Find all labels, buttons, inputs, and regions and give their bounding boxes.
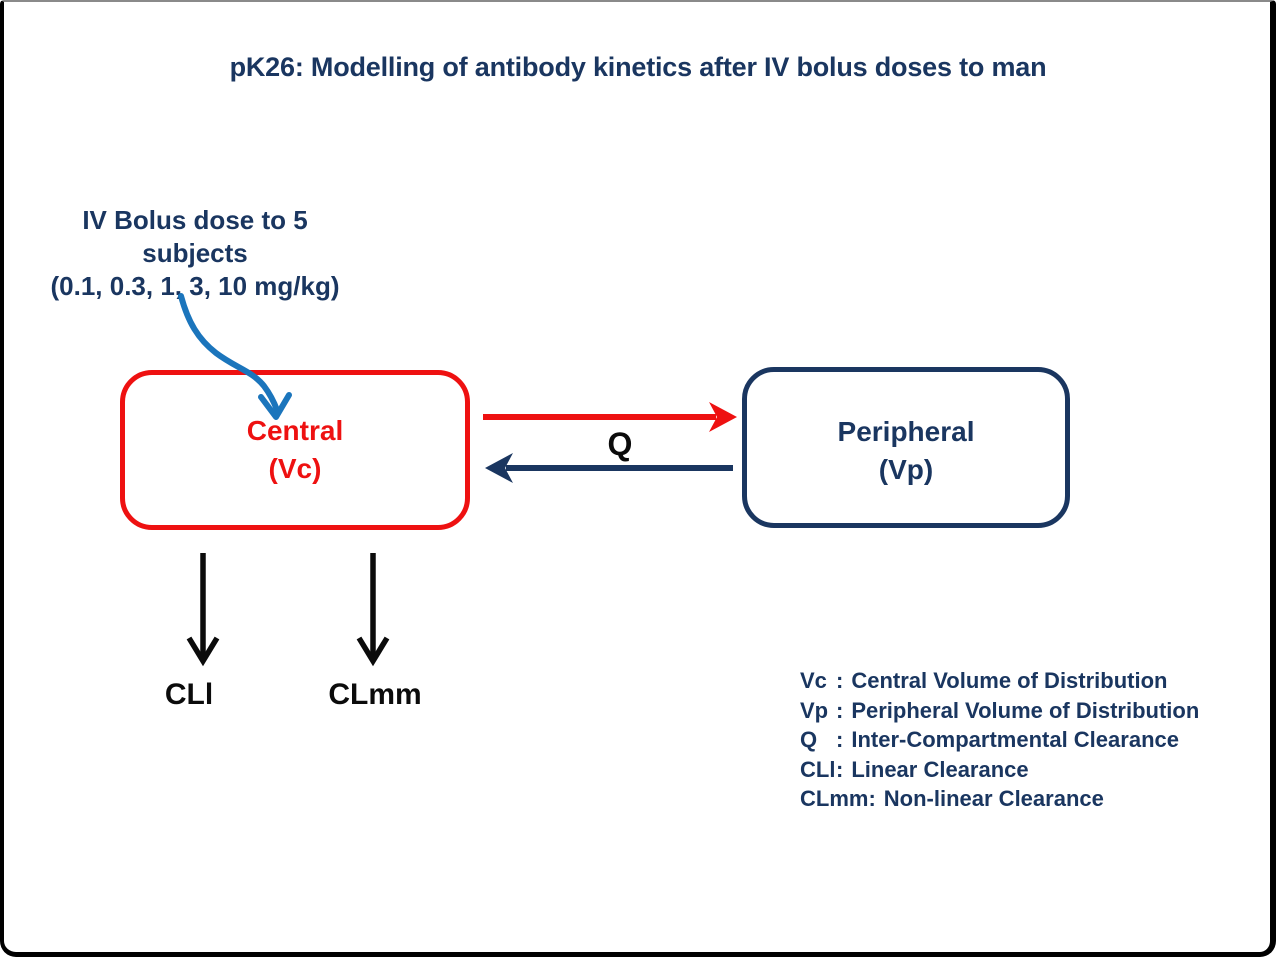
linear-clearance-label: CLl bbox=[164, 678, 214, 711]
legend-separator: : bbox=[836, 668, 844, 693]
legend-separator: : bbox=[836, 756, 844, 782]
arrow-linear-clearance bbox=[186, 553, 220, 667]
iv-bolus-line1: IV Bolus dose to 5 subjects bbox=[82, 205, 308, 268]
legend: Vc: Central Volume of Distribution Vp: Per… bbox=[800, 666, 1199, 814]
legend-item-vc: Vc: Central Volume of Distribution bbox=[800, 666, 1199, 696]
legend-term: CLmm bbox=[800, 786, 869, 811]
legend-term: Q bbox=[800, 727, 818, 752]
legend-item-cll: CLl: Linear Clearance bbox=[800, 755, 1199, 785]
central-volume-label: (Vc) bbox=[268, 453, 322, 484]
arrow-nonlinear-clearance bbox=[356, 553, 390, 667]
peripheral-compartment-box: Peripheral (Vp) bbox=[742, 367, 1070, 528]
legend-desc: Peripheral Volume of Distribution bbox=[851, 697, 1200, 723]
legend-term: Vc bbox=[800, 668, 827, 693]
legend-separator: : bbox=[836, 727, 844, 752]
legend-term: CLl bbox=[800, 756, 836, 782]
legend-item-clmm: CLmm: Non-linear Clearance bbox=[800, 784, 1199, 814]
legend-desc: Inter-Compartmental Clearance bbox=[851, 727, 1179, 752]
page-title: pK26: Modelling of antibody kinetics aft… bbox=[229, 52, 1047, 82]
iv-bolus-line2: (0.1, 0.3, 1, 3, 10 mg/kg) bbox=[50, 271, 340, 301]
legend-separator: : bbox=[868, 786, 876, 811]
peripheral-compartment-name: Peripheral bbox=[837, 415, 975, 447]
legend-desc: Linear Clearance bbox=[851, 756, 1029, 782]
legend-item-q: Q: Inter-Compartmental Clearance bbox=[800, 725, 1199, 755]
legend-item-vp: Vp: Peripheral Volume of Distribution bbox=[800, 696, 1199, 726]
peripheral-volume-label: (Vp) bbox=[878, 453, 934, 485]
legend-desc: Central Volume of Distribution bbox=[851, 668, 1168, 693]
inter-compartmental-clearance-label: Q bbox=[607, 426, 633, 462]
central-compartment-box: Central (Vc) bbox=[120, 370, 470, 530]
nonlinear-clearance-label: CLmm bbox=[328, 678, 422, 711]
central-compartment-name: Central bbox=[246, 415, 344, 446]
legend-term: Vp bbox=[800, 697, 829, 723]
legend-separator: : bbox=[836, 697, 844, 723]
iv-bolus-annotation: IV Bolus dose to 5 subjects (0.1, 0.3, 1… bbox=[30, 204, 360, 303]
legend-desc: Non-linear Clearance bbox=[883, 786, 1104, 811]
